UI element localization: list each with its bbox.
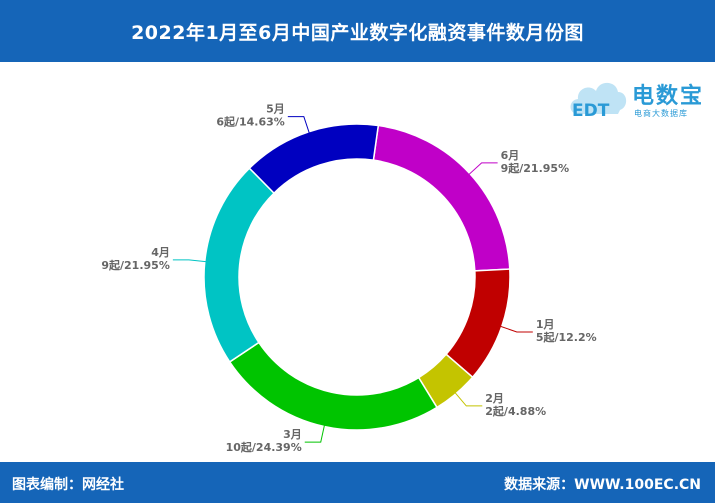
- slice-value-label: 5起/12.2%: [536, 330, 597, 344]
- donut-slice-1: [372, 124, 511, 272]
- footer-compiler: 图表编制：网经社: [12, 477, 124, 493]
- logo-mark: EDT: [572, 101, 610, 121]
- donut-slice-6: [248, 123, 380, 195]
- leader-line-1: [463, 162, 498, 180]
- donut-slice-2: [445, 268, 511, 379]
- slice-value-label: 2起/4.88%: [485, 404, 546, 418]
- chart-title: 2022年1月至6月中国产业数字化融资事件数月份图: [131, 21, 584, 44]
- slice-category-label: 5月: [266, 103, 285, 116]
- slice-value-label: 9起/21.95%: [101, 258, 170, 272]
- slice-category-label: 6月: [501, 149, 520, 162]
- leader-line-3: [450, 387, 483, 407]
- slice-category-label: 3月: [283, 428, 302, 441]
- brand-logo: EDT 电数宝 电商大数据库: [566, 70, 711, 128]
- slice-category-label: 4月: [151, 246, 170, 259]
- leader-line-2: [493, 323, 533, 333]
- footer-bar: 图表编制：网经社 数据来源：WWW.100EC.CN: [0, 462, 715, 503]
- logo-name: 电数宝: [632, 84, 705, 109]
- leader-line-5: [172, 259, 213, 263]
- chart-area: 6月 9起/21.95% 1月 5起/12.2% 2月 2起/4.88% 3月 10起/24.…: [0, 62, 715, 462]
- donut-chart: 6月9起/21.95%1月5起/12.2%2月2起/4.88%3月10起/24.…: [101, 103, 597, 454]
- cloud-logo-icon: EDT: [570, 82, 627, 121]
- donut-slice-5: [203, 167, 276, 363]
- leader-line-4: [304, 418, 327, 443]
- footer-source: 数据来源：WWW.100EC.CN: [504, 477, 701, 493]
- slice-value-label: 6起/14.63%: [216, 115, 285, 129]
- chart-title-bar: 2022年1月至6月中国产业数字化融资事件数月份图: [0, 0, 715, 62]
- slice-value-label: 9起/21.95%: [501, 161, 569, 175]
- slice-category-label: 2月: [485, 392, 504, 405]
- logo-subtitle: 电商大数据库: [634, 109, 688, 118]
- slice-value-label: 10起/24.39%: [226, 440, 302, 454]
- donut-slice-4: [228, 341, 439, 431]
- leader-line-6: [287, 116, 312, 140]
- slice-category-label: 1月: [536, 318, 555, 331]
